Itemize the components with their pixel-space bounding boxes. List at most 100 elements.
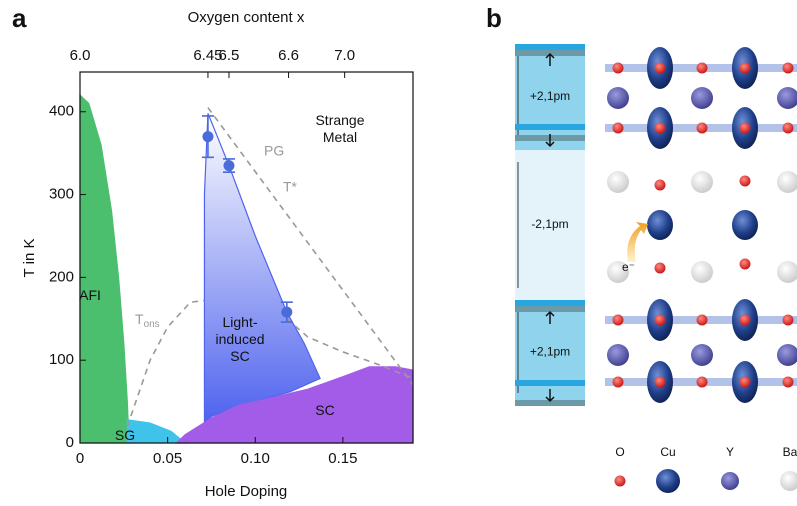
- panel-letter: a: [12, 3, 27, 33]
- ba-atom: [777, 171, 797, 193]
- region-label: SG: [114, 427, 136, 443]
- o-atom: [696, 122, 708, 134]
- o-atom: [782, 122, 794, 134]
- legend-label: Cu: [660, 445, 675, 459]
- displacement-label: +2,1pm: [530, 89, 570, 103]
- o-atom: [654, 376, 666, 388]
- stripe: [515, 124, 585, 130]
- x-axis-title: Hole Doping: [205, 483, 288, 500]
- layer-block: [515, 150, 585, 300]
- x2-tick-label: 6.0: [70, 47, 91, 64]
- o-atom: [654, 122, 666, 134]
- electron-arrow: [627, 222, 648, 262]
- y-atom: [607, 344, 629, 366]
- y-atom: [777, 344, 797, 366]
- y-axis-title: T in K: [21, 239, 38, 278]
- x-tick-label: 0.05: [153, 450, 182, 467]
- stripe: [515, 306, 585, 312]
- o-atom: [739, 314, 751, 326]
- o-atom: [739, 175, 751, 187]
- x-tick-label: 0.10: [241, 450, 270, 467]
- arrow: [545, 134, 555, 148]
- electron-label: e⁻: [622, 260, 635, 274]
- ba-atom: [607, 171, 629, 193]
- o-atom: [612, 62, 624, 74]
- stripe: [515, 400, 585, 406]
- legend-swatch: [656, 469, 680, 493]
- y-atom: [691, 344, 713, 366]
- ba-atom: [607, 261, 629, 283]
- o-atom: [739, 122, 751, 134]
- annotation: Strange Metal: [315, 112, 365, 145]
- arrow: [545, 52, 555, 66]
- displacement-label: -2,1pm: [531, 217, 568, 231]
- region-label: SC: [315, 402, 335, 418]
- y-tick-label: 100: [49, 351, 74, 368]
- annotation: T*: [283, 179, 298, 195]
- stripe: [515, 44, 585, 50]
- o-atom: [739, 62, 751, 74]
- displacement-label: +2,1pm: [530, 345, 570, 359]
- cu-atom: [732, 210, 758, 240]
- y-tick-label: 0: [66, 434, 74, 451]
- y-tick-label: 400: [49, 103, 74, 120]
- o-atom: [782, 314, 794, 326]
- legend-swatch: [780, 471, 797, 491]
- panel-letter: b: [486, 3, 502, 33]
- dashed-line: [207, 107, 414, 386]
- annotation-text: T: [135, 311, 144, 327]
- o-atom: [654, 314, 666, 326]
- y-tick-label: 300: [49, 186, 74, 203]
- x2-tick-label: 6.5: [219, 47, 240, 64]
- dashed-line: [286, 318, 414, 380]
- y-atom: [691, 87, 713, 109]
- ba-atom: [777, 261, 797, 283]
- o-atom: [612, 314, 624, 326]
- legend-label: Y: [726, 445, 734, 459]
- x-tick-label: 0: [76, 450, 84, 467]
- o-atom: [696, 376, 708, 388]
- stripe: [515, 300, 585, 306]
- data-point: [223, 160, 235, 172]
- x2-tick-label: 7.0: [334, 47, 355, 64]
- o-atom: [654, 262, 666, 274]
- o-atom: [696, 62, 708, 74]
- x2-axis-title: Oxygen content x: [188, 9, 305, 26]
- legend-label: Ba: [783, 445, 797, 459]
- stripe: [515, 380, 585, 386]
- data-point: [202, 131, 214, 143]
- annotation: PG: [264, 143, 284, 159]
- plot-frame: [79, 71, 414, 444]
- y-atom: [777, 87, 797, 109]
- legend-swatch: [614, 475, 626, 487]
- ba-atom: [691, 171, 713, 193]
- phase-region: [79, 93, 130, 444]
- o-atom: [782, 376, 794, 388]
- legend-label: O: [615, 445, 624, 459]
- legend-swatch: [721, 472, 739, 490]
- phase-region: [203, 113, 321, 424]
- arrow: [545, 389, 555, 403]
- arrow: [545, 310, 555, 324]
- y-tick-label: 200: [49, 268, 74, 285]
- region-label: Light-induced SC: [215, 314, 265, 364]
- region-label: AFI: [79, 287, 101, 303]
- x-tick-label: 0.15: [328, 450, 357, 467]
- o-atom: [612, 122, 624, 134]
- cu-atom: [647, 210, 673, 240]
- dashed-line: [126, 299, 205, 427]
- annotation: Tons: [135, 311, 160, 330]
- x2-tick-label: 6.6: [278, 47, 299, 64]
- x2-tick-label: 6.45: [193, 47, 222, 64]
- annotation-subscript: ons: [144, 319, 160, 330]
- o-atom: [696, 314, 708, 326]
- o-atom: [654, 179, 666, 191]
- o-atom: [782, 62, 794, 74]
- ba-atom: [691, 261, 713, 283]
- o-atom: [739, 376, 751, 388]
- o-atom: [654, 62, 666, 74]
- o-atom: [612, 376, 624, 388]
- data-point: [281, 306, 293, 318]
